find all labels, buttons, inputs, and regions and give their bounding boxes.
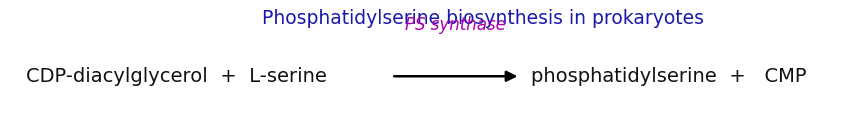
Text: Phosphatidylserine biosynthesis in prokaryotes: Phosphatidylserine biosynthesis in proka… xyxy=(262,9,704,28)
Text: PS synthase: PS synthase xyxy=(405,16,507,34)
Text: phosphatidylserine  +   CMP: phosphatidylserine + CMP xyxy=(531,67,807,86)
Text: CDP-diacylglycerol  +  L-serine: CDP-diacylglycerol + L-serine xyxy=(26,67,327,86)
